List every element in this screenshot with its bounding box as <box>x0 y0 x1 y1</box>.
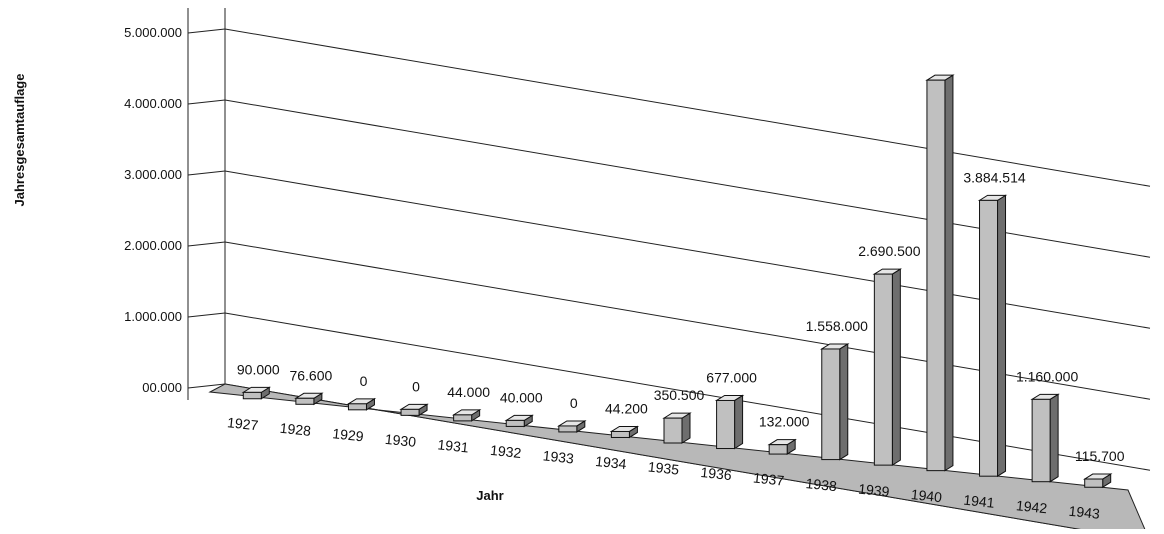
data-label: 44.000 <box>447 384 490 400</box>
x-tick-label: 1932 <box>489 442 522 461</box>
data-label: 44.200 <box>605 400 648 416</box>
data-label: 1.558.000 <box>806 318 868 334</box>
gridline-stub <box>187 383 226 389</box>
bar-1938 <box>821 348 841 461</box>
bar-side-1936 <box>734 394 744 450</box>
y-axis-ticks: 00.000 1.000.000 2.000.000 3.000.000 4.000.0… <box>124 25 182 395</box>
x-tick-label: 1942 <box>1015 497 1048 516</box>
bar-1929 <box>347 403 367 411</box>
gridline <box>224 170 1151 329</box>
gridline-stub <box>187 99 226 105</box>
x-tick-label: 1933 <box>542 447 575 466</box>
x-tick-label: 1940 <box>910 486 943 505</box>
gridline-stub <box>187 312 226 318</box>
bar-1939 <box>873 273 893 466</box>
bar-1935 <box>663 417 683 444</box>
x-tick-label: 1937 <box>752 470 785 489</box>
y-axis-title: Jahresgesamtauflage <box>12 74 27 207</box>
bar-1941 <box>979 199 999 477</box>
bar-1943 <box>1084 478 1104 488</box>
data-label: 40.000 <box>500 389 543 405</box>
x-tick-label: 1941 <box>963 492 996 511</box>
y-tick-label: 5.000.000 <box>124 25 182 40</box>
bar-1940 <box>926 79 946 472</box>
data-label: 1.160.000 <box>1016 368 1078 384</box>
x-tick-label: 1935 <box>647 458 680 477</box>
bar-1934 <box>610 430 630 438</box>
data-label: 90.000 <box>237 361 280 377</box>
bar-side-1941 <box>997 194 1007 478</box>
bar-1942 <box>1031 398 1051 483</box>
data-label: 350.500 <box>654 387 705 403</box>
bars <box>241 74 1113 489</box>
y-tick-label: 2.000.000 <box>124 238 182 253</box>
gridline-stub <box>187 28 226 34</box>
x-tick-label: 1943 <box>1068 503 1101 522</box>
x-tick-label: 1928 <box>279 420 312 439</box>
bar-1937 <box>768 444 788 455</box>
data-labels: 90.000 76.600 0 0 44.000 40.000 0 44.200 350.500… <box>237 169 1125 464</box>
x-axis-title: Jahr <box>476 488 503 503</box>
data-label: 3.884.514 <box>963 169 1025 185</box>
bar-1928 <box>295 397 315 405</box>
y-tick-label: 00.000 <box>142 380 182 395</box>
x-tick-label: 1930 <box>384 431 417 450</box>
data-label: 132.000 <box>759 414 810 430</box>
x-tick-label: 1939 <box>858 481 891 500</box>
x-tick-label: 1936 <box>700 464 733 483</box>
x-tick-label: 1931 <box>437 436 470 455</box>
bar-1932 <box>505 419 525 427</box>
bar-side-1940 <box>944 74 954 472</box>
x-axis-ticks: 1927 1928 1929 1930 1931 1932 1933 1934 1935 1936… <box>226 414 1100 522</box>
data-label: 115.700 <box>1075 448 1125 464</box>
bar-1931 <box>453 414 473 422</box>
gridline-stub <box>187 170 226 176</box>
data-label: 2.690.500 <box>858 243 920 259</box>
x-tick-label: 1938 <box>805 475 838 494</box>
bar-side-1942 <box>1049 393 1059 483</box>
y-tick-label: 1.000.000 <box>124 309 182 324</box>
x-tick-label: 1934 <box>595 453 628 472</box>
bar-side-1938 <box>839 343 849 461</box>
x-tick-label: 1929 <box>332 425 365 444</box>
bar-1933 <box>558 425 578 433</box>
y-tick-label: 4.000.000 <box>124 96 182 111</box>
data-label: 76.600 <box>289 367 332 383</box>
y-tick-label: 3.000.000 <box>124 167 182 182</box>
x-tick-label: 1927 <box>226 414 259 433</box>
data-label: 677.000 <box>706 369 757 385</box>
bar-1927 <box>242 391 262 400</box>
gridline <box>224 28 1151 187</box>
bar-1930 <box>400 408 420 416</box>
data-label: 0 <box>360 373 368 389</box>
bar-1936 <box>716 399 736 450</box>
gridline-stub <box>187 241 226 247</box>
data-label: 0 <box>570 395 578 411</box>
bar-side-1939 <box>891 268 901 467</box>
data-label: 0 <box>412 378 420 394</box>
